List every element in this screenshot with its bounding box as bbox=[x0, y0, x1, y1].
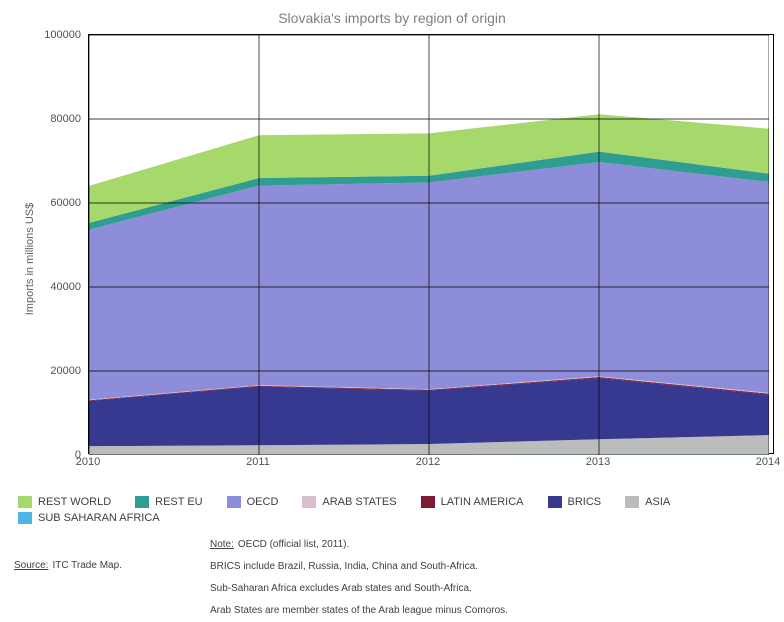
legend-swatch bbox=[135, 496, 149, 508]
note-line: Sub-Saharan Africa excludes Arab states … bbox=[210, 578, 774, 600]
legend-label: LATIN AMERICA bbox=[441, 496, 524, 508]
y-tick-label: 20000 bbox=[50, 365, 81, 377]
y-tick-label: 60000 bbox=[50, 197, 81, 209]
x-tick-label: 2011 bbox=[246, 456, 270, 468]
x-tick-label: 2013 bbox=[586, 456, 610, 468]
legend-label: SUB SAHARAN AFRICA bbox=[38, 512, 160, 524]
legend-swatch bbox=[302, 496, 316, 508]
x-axis-ticks: 20102011201220132014 bbox=[88, 456, 768, 472]
x-tick-label: 2010 bbox=[76, 456, 100, 468]
legend-item: ARAB STATES bbox=[302, 496, 396, 508]
legend-item: SUB SAHARAN AFRICA bbox=[18, 512, 160, 524]
note-line: Arab States are member states of the Ara… bbox=[210, 600, 774, 622]
legend-label: ARAB STATES bbox=[322, 496, 396, 508]
legend-swatch bbox=[548, 496, 562, 508]
legend-label: BRICS bbox=[568, 496, 602, 508]
legend-label: REST WORLD bbox=[38, 496, 111, 508]
legend-label: REST EU bbox=[155, 496, 202, 508]
legend: REST WORLD REST EU OECD ARAB STATES LATIN AM… bbox=[18, 496, 774, 524]
legend-swatch bbox=[625, 496, 639, 508]
y-tick-label: 40000 bbox=[50, 281, 81, 293]
chart-notes: Note:OECD (official list, 2011). BRICS i… bbox=[210, 534, 774, 622]
legend-item: BRICS bbox=[548, 496, 602, 508]
y-tick-label: 100000 bbox=[44, 29, 81, 41]
legend-label: OECD bbox=[247, 496, 279, 508]
chart-area: Imports in millions US$ 0200004000060000… bbox=[10, 34, 774, 472]
legend-item: OECD bbox=[227, 496, 279, 508]
legend-swatch bbox=[227, 496, 241, 508]
x-tick-label: 2014 bbox=[756, 456, 780, 468]
y-tick-label: 80000 bbox=[50, 113, 81, 125]
legend-swatch bbox=[18, 496, 32, 508]
legend-swatch bbox=[421, 496, 435, 508]
note-line: OECD (official list, 2011). bbox=[238, 539, 349, 550]
legend-item: REST WORLD bbox=[18, 496, 111, 508]
note-label: Note: bbox=[210, 539, 234, 550]
legend-item: REST EU bbox=[135, 496, 202, 508]
legend-swatch bbox=[18, 512, 32, 524]
stacked-area-svg bbox=[89, 35, 769, 455]
plot-area: 020000400006000080000100000 bbox=[88, 34, 774, 454]
source-text: ITC Trade Map. bbox=[52, 560, 121, 571]
legend-label: ASIA bbox=[645, 496, 670, 508]
legend-item: ASIA bbox=[625, 496, 670, 508]
x-tick-label: 2012 bbox=[416, 456, 440, 468]
chart-title: Slovakia's imports by region of origin bbox=[10, 10, 774, 26]
source-label: Source: bbox=[14, 560, 48, 571]
legend-item: LATIN AMERICA bbox=[421, 496, 524, 508]
